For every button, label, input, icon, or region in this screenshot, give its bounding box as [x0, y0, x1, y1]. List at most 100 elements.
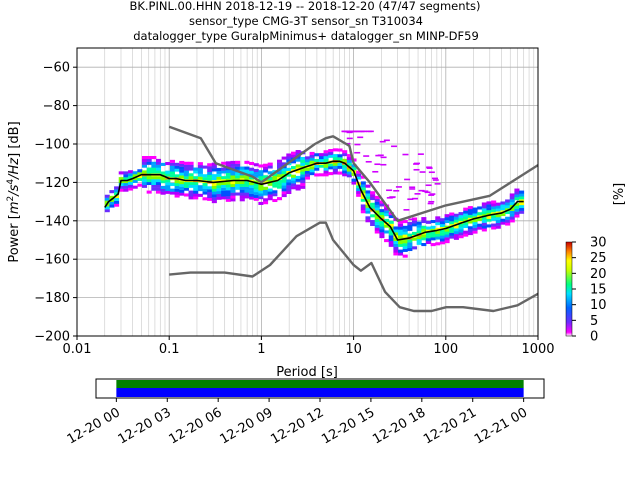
- heatmap-cell: [491, 206, 497, 210]
- heatmap-cell: [370, 202, 376, 206]
- heatmap-cell: [221, 181, 227, 185]
- heatmap-cell: [463, 213, 469, 217]
- heatmap-cell: [183, 173, 189, 177]
- heatmap-cell: [272, 181, 278, 185]
- heatmap-cell: [249, 161, 255, 166]
- heatmap-cell: [207, 194, 213, 199]
- heatmap-outlier-cell: [346, 137, 353, 140]
- heatmap-cell: [160, 177, 166, 181]
- heatmap-cell: [421, 228, 427, 232]
- heatmap-cell: [202, 174, 208, 178]
- heatmap-outlier-cell: [424, 191, 431, 194]
- heatmap-cell: [155, 181, 162, 185]
- heatmap-cell: [272, 198, 278, 203]
- heatmap-outlier-cell: [422, 190, 429, 193]
- heatmap-cell: [477, 226, 483, 230]
- heatmap-cell: [505, 199, 511, 203]
- heatmap-cell: [365, 210, 371, 214]
- heatmap-cell: [258, 164, 264, 168]
- heatmap-cell: [253, 180, 259, 184]
- heatmap-cell: [481, 208, 487, 212]
- heatmap-cell: [304, 176, 310, 180]
- y-tick-label: −120: [34, 176, 70, 191]
- heatmap-cell: [272, 184, 278, 188]
- heatmap-cell: [165, 173, 171, 177]
- heatmap-cell: [258, 178, 264, 182]
- heatmap-cell: [244, 186, 250, 190]
- heatmap-cell: [239, 166, 245, 170]
- heatmap-cell: [253, 163, 259, 167]
- heatmap-cell: [267, 165, 273, 169]
- heatmap-outlier-cell: [383, 139, 390, 142]
- heatmap-cell: [477, 217, 483, 222]
- heatmap-cell: [146, 179, 152, 183]
- heatmap-cell: [360, 207, 366, 211]
- heatmap-cell: [169, 159, 175, 163]
- heatmap-cell: [425, 238, 432, 242]
- heatmap-cell: [374, 230, 380, 234]
- heatmap-cell: [146, 176, 152, 180]
- heatmap-cell: [360, 181, 366, 185]
- heatmap-cell: [402, 234, 408, 238]
- x-tick-label: 10: [345, 342, 362, 357]
- heatmap-cell: [388, 214, 394, 219]
- heatmap-cell: [244, 180, 250, 185]
- heatmap-cell: [230, 163, 236, 167]
- heatmap-cell: [295, 150, 301, 154]
- heatmap-cell: [393, 243, 399, 247]
- heatmap-cell: [411, 237, 418, 241]
- heatmap-cell: [486, 218, 492, 222]
- heatmap-cell: [197, 165, 203, 169]
- heatmap-cell: [258, 193, 264, 197]
- heatmap-cell: [128, 181, 134, 185]
- heatmap-outlier-cell: [377, 154, 384, 157]
- heatmap-cell: [374, 221, 380, 225]
- heatmap-cell: [155, 187, 162, 191]
- heatmap-cell: [230, 160, 236, 164]
- heatmap-cell: [193, 181, 199, 185]
- heatmap-cell: [249, 187, 255, 191]
- heatmap-cell: [435, 242, 441, 246]
- heatmap-cell: [342, 153, 348, 157]
- heatmap-cell: [207, 192, 213, 196]
- heatmap-cell: [258, 170, 264, 174]
- heatmap-cell: [346, 162, 352, 166]
- heatmap-cell: [505, 205, 511, 209]
- heatmap-cell: [202, 197, 208, 201]
- heatmap-cell: [360, 210, 366, 214]
- heatmap-cell: [230, 178, 236, 182]
- heatmap-cell: [318, 156, 324, 160]
- heatmap-outlier-cell: [391, 145, 398, 148]
- heatmap-cell: [514, 197, 520, 201]
- heatmap-cell: [328, 149, 334, 153]
- heatmap-cell: [439, 226, 445, 230]
- heatmap-cell: [230, 189, 236, 193]
- heatmap-cell: [160, 171, 166, 175]
- heatmap-cell: [318, 158, 324, 162]
- heatmap-cell: [463, 230, 469, 234]
- heatmap-cell: [332, 171, 338, 175]
- heatmap-outlier-cell: [402, 153, 409, 156]
- heatmap-cell: [197, 176, 203, 180]
- heatmap-cell: [132, 177, 138, 181]
- heatmap-cell: [286, 153, 292, 157]
- heatmap-cell: [388, 232, 394, 236]
- heatmap-cell: [411, 231, 418, 235]
- heatmap-cell: [146, 156, 152, 160]
- heatmap-cell: [230, 186, 236, 190]
- heatmap-cell: [281, 185, 287, 189]
- heatmap-cell: [449, 232, 455, 236]
- heatmap-cell: [276, 159, 283, 163]
- heatmap-cell: [183, 193, 189, 197]
- heatmap-cell: [146, 190, 152, 194]
- heatmap-cell: [197, 193, 203, 197]
- heatmap-cell: [230, 181, 236, 185]
- heatmap-cell: [407, 224, 413, 229]
- heatmap-cell: [505, 210, 511, 215]
- heatmap-cell: [416, 238, 422, 242]
- heatmap-outlier-cell: [409, 186, 416, 189]
- heatmap-cell: [183, 176, 189, 180]
- heatmap-cell: [365, 216, 371, 220]
- heatmap-cell: [323, 155, 329, 160]
- heatmap-cell: [514, 205, 520, 209]
